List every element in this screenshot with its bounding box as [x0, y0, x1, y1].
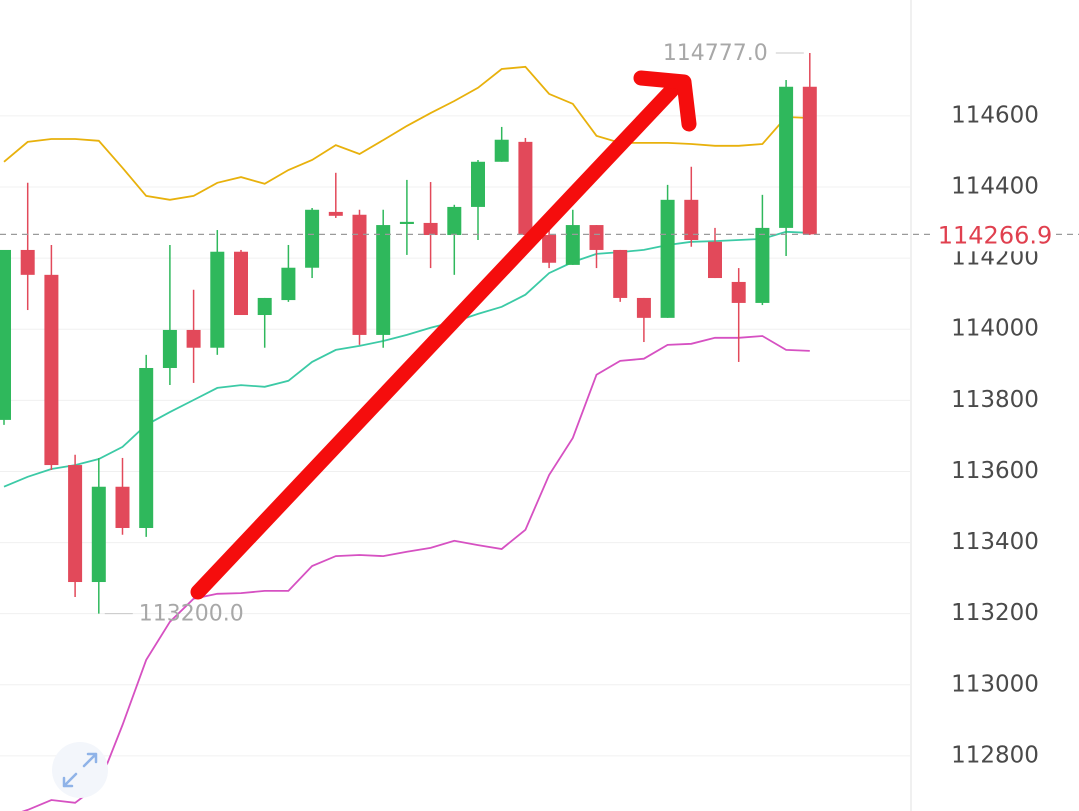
candle-body: [565, 225, 580, 265]
y-tick-label: 113200: [951, 600, 1039, 626]
candle-body: [708, 241, 722, 279]
candle-body: [636, 297, 651, 318]
candle-body: [186, 329, 201, 348]
grid: 112800 113000 113200 113400 113600 113800 1140…: [0, 102, 1039, 768]
candle-body: [139, 367, 154, 528]
candle-body: [779, 86, 794, 228]
candle-body: [684, 199, 699, 240]
candle-body: [423, 222, 438, 236]
band-line: [3, 230, 810, 488]
band-line: [3, 65, 810, 201]
last-price-bg: [935, 217, 1055, 252]
candle-body: [305, 209, 320, 268]
candle-body: [660, 199, 675, 318]
candle-body: [257, 297, 272, 316]
candle-body: [0, 249, 11, 420]
band-line: [21, 335, 810, 811]
candle-body: [399, 221, 414, 224]
candle-body: [234, 251, 248, 316]
trend-arrow: [190, 70, 697, 600]
candle-body: [68, 465, 83, 583]
expand-button-bg[interactable]: [52, 742, 108, 798]
last-price-label: 114266.9: [938, 221, 1053, 249]
expand-icon[interactable]: [62, 752, 98, 788]
candle-body: [20, 249, 35, 275]
y-tick-label: 113400: [951, 529, 1039, 555]
y-tick-label: 114400: [951, 174, 1039, 200]
candle-body: [494, 139, 509, 162]
candle-body: [376, 225, 391, 335]
candle-body: [518, 141, 533, 236]
min-label: 113200.0: [139, 602, 244, 627]
candle-body: [589, 225, 604, 250]
candle-body: [91, 486, 106, 583]
y-tick-label: 114000: [951, 316, 1039, 342]
candle-body: [210, 251, 225, 348]
y-tick-label: 112800: [951, 742, 1039, 768]
candle-body: [471, 161, 485, 207]
y-tick-label: 113000: [951, 671, 1039, 697]
candle-body: [44, 274, 59, 466]
plot-area: [0, 52, 817, 811]
expand-button[interactable]: [52, 742, 108, 798]
candle-body: [613, 249, 628, 298]
candle-body: [281, 267, 296, 301]
candle-body: [115, 486, 130, 528]
y-tick-label: 114600: [951, 102, 1039, 128]
y-tick-label: 113600: [951, 458, 1039, 484]
candle-body: [755, 227, 770, 303]
candle-body: [447, 206, 462, 236]
arrow-head: [633, 70, 697, 132]
y-tick-label: 113800: [951, 387, 1039, 413]
max-label: 114777.0: [663, 41, 768, 66]
candle-body: [162, 329, 177, 368]
arrow-shaft: [190, 82, 680, 600]
candle-body: [731, 281, 746, 303]
candle-body: [328, 211, 343, 216]
candle-body: [802, 86, 817, 235]
candle-body: [352, 214, 367, 335]
candle-body: [542, 235, 557, 263]
